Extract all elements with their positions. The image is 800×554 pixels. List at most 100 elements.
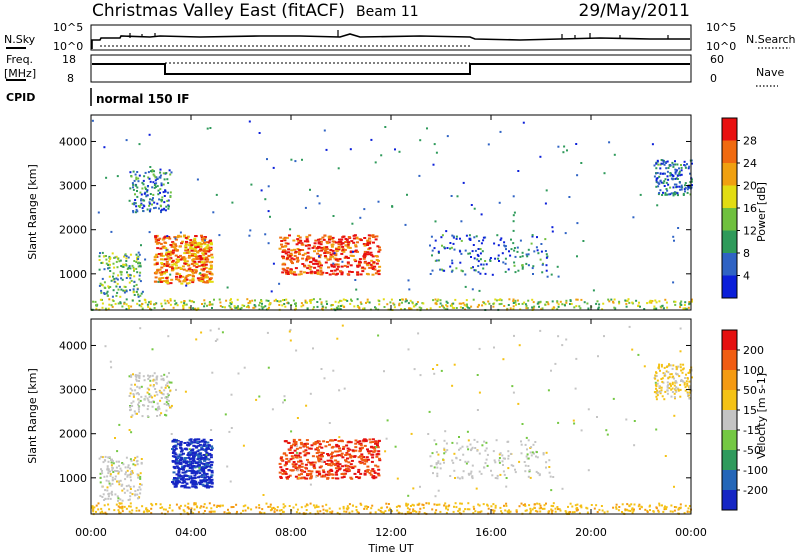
echo-cell <box>344 464 348 467</box>
echo-cell <box>329 249 333 251</box>
echo-cell <box>316 449 320 452</box>
echo-cell <box>373 265 377 268</box>
echo-cell <box>164 247 168 250</box>
echo-cell <box>365 469 369 472</box>
colorbar-segment <box>722 450 737 470</box>
echo-cell <box>170 171 173 174</box>
echo-cell <box>129 171 132 174</box>
echo-cell <box>674 387 677 390</box>
echo-cell <box>357 471 361 473</box>
echo-cell <box>321 271 325 274</box>
echo-cell <box>684 389 687 392</box>
echo-cell <box>125 255 128 258</box>
echo-cell <box>110 279 113 282</box>
echo-cell <box>655 179 658 182</box>
echo-cell <box>318 238 322 241</box>
nsearch-label: N.Search <box>746 33 796 46</box>
echo-cell <box>317 457 320 460</box>
echo-cell <box>304 299 307 302</box>
echo-cell <box>278 300 281 303</box>
echo-cell <box>304 244 308 247</box>
echo-cell <box>333 464 337 467</box>
echo-cell <box>170 269 174 272</box>
echo-cell <box>248 234 251 237</box>
echo-cell <box>315 475 318 478</box>
echo-cell <box>118 464 121 467</box>
echo-cell <box>142 179 145 182</box>
echo-cell <box>288 505 291 507</box>
echo-cell <box>111 493 114 496</box>
time-axis-label: Time UT <box>367 542 413 554</box>
echo-cell <box>556 301 559 304</box>
echo-cell <box>363 250 367 253</box>
echo-cell <box>441 244 443 247</box>
echo-cell <box>103 504 106 507</box>
echo-cell <box>318 262 322 265</box>
echo-cell <box>179 258 183 261</box>
echo-cell <box>657 366 660 369</box>
echo-cell <box>569 502 572 505</box>
echo-cell <box>538 507 541 510</box>
echo-cell <box>189 239 193 242</box>
echo-cell <box>340 452 344 455</box>
echo-cell <box>376 472 380 475</box>
echo-cell <box>276 300 279 303</box>
echo-cell <box>656 159 659 162</box>
echo-cell <box>418 502 421 505</box>
echo-cell <box>467 460 470 463</box>
echo-cell <box>349 466 353 469</box>
echo-cell <box>413 510 416 513</box>
echo-cell <box>147 405 150 408</box>
echo-cell <box>195 266 199 269</box>
echo-cell <box>148 204 151 207</box>
echo-cell <box>174 303 177 306</box>
echo-cell <box>330 455 334 458</box>
echo-cell <box>235 306 238 309</box>
echo-cell <box>194 502 197 505</box>
echo-cell <box>685 373 687 376</box>
echo-cell <box>210 474 214 477</box>
echo-cell <box>296 260 299 263</box>
echo-cell <box>338 258 342 261</box>
echo-cell <box>433 143 436 146</box>
echo-cell <box>192 471 196 474</box>
echo-cell <box>656 379 659 382</box>
echo-cell <box>157 239 160 242</box>
echo-cell <box>159 191 161 194</box>
echo-cell <box>335 268 339 271</box>
echo-cell <box>317 265 321 268</box>
echo-cell <box>146 185 149 188</box>
echo-cell <box>206 475 210 478</box>
echo-cell <box>117 472 120 475</box>
echo-cell <box>178 474 182 477</box>
echo-cell <box>657 509 660 512</box>
echo-cell <box>100 262 103 264</box>
echo-cell <box>133 410 136 413</box>
echo-cell <box>658 300 661 303</box>
echo-cell <box>551 230 554 233</box>
echo-noise <box>91 119 680 293</box>
echo-cell <box>337 243 341 246</box>
echo-cell <box>370 138 373 141</box>
echo-cell <box>284 505 287 508</box>
echo-cell <box>330 470 334 472</box>
echo-cell <box>321 307 324 310</box>
echo-cell <box>191 277 195 280</box>
echo-cell <box>154 235 158 238</box>
echo-cell <box>446 449 449 452</box>
echo-cell <box>200 238 204 241</box>
echo-cell <box>414 304 417 307</box>
echo-cell <box>527 439 530 442</box>
echo-cell <box>459 237 461 240</box>
echo-cell <box>146 194 149 197</box>
echo-cell <box>686 391 689 394</box>
echo-cell <box>348 270 351 273</box>
echo-cell <box>525 253 528 256</box>
echo-cell <box>302 304 305 307</box>
echo-cell <box>492 302 495 305</box>
echo-cell <box>303 470 307 473</box>
echo-cell <box>356 510 359 513</box>
echo-cell <box>296 508 299 511</box>
echo-cell <box>154 186 157 188</box>
echo-cell <box>427 502 430 505</box>
